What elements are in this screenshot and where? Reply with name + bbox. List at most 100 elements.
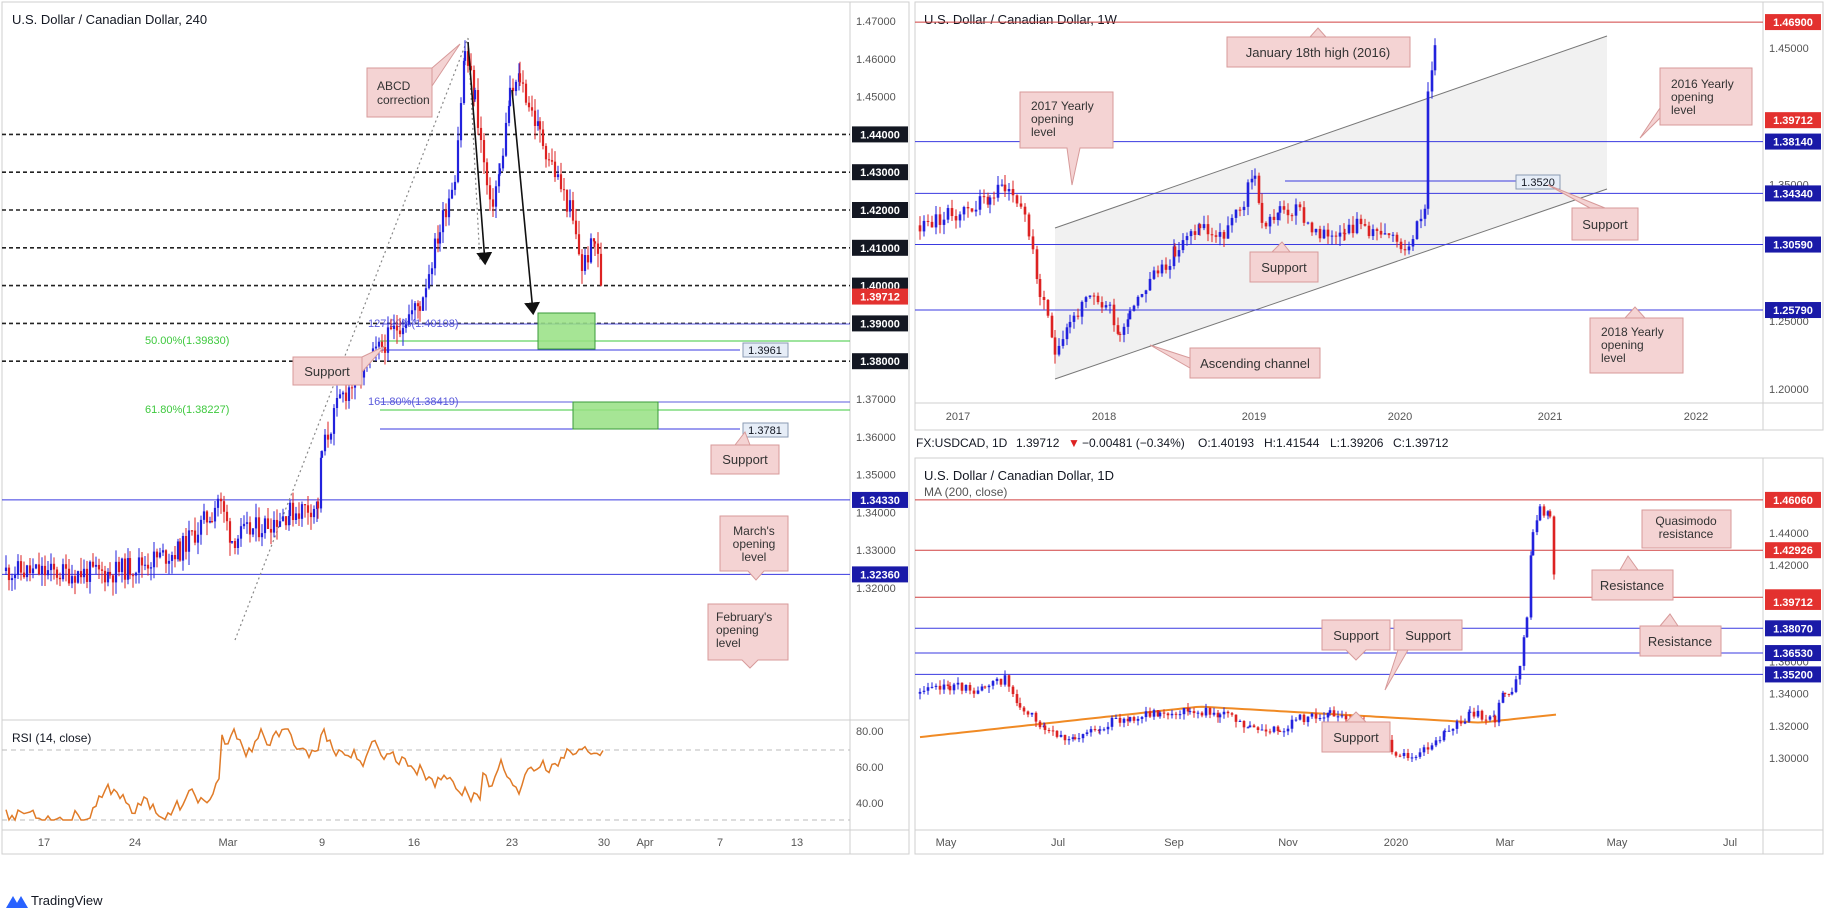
weekly-title: U.S. Dollar / Canadian Dollar, 1W [924,12,1118,27]
h4-candle-body [103,570,107,583]
h4-candle-body [117,561,121,573]
h4-price-tick: 1.47000 [856,16,896,28]
daily-candle-body [1418,752,1422,757]
weekly-time-label: 2021 [1538,411,1562,423]
daily-candle-body [930,686,934,688]
h4-candle-body [10,578,14,581]
daily-candle-body [1122,718,1126,723]
h4-price-tick: 1.45000 [856,92,896,104]
daily-candle-body [1314,713,1318,719]
svg-text:2018 Yearly: 2018 Yearly [1601,325,1664,339]
weekly-candle-body [1076,315,1080,317]
h4-candle-body [146,564,150,569]
annotation-ascending-channel[interactable]: Ascending channel [1149,344,1321,379]
annotation-support-right[interactable]: Support [710,430,780,475]
daily-candle-body [1242,720,1246,728]
daily-candle-body [1493,715,1497,723]
h4-candle-body [501,155,505,169]
h4-candle-body [380,341,384,347]
annotation-support-weekly-right[interactable]: Support [1547,184,1639,241]
h4-candle-body [82,568,86,578]
weekly-candle-body [1383,233,1387,235]
weekly-candle-body [1164,264,1168,270]
h4-candle-body [392,325,396,329]
weekly-candle-body [1096,295,1100,303]
daily-candle-body [1529,555,1533,618]
h4-candle-body [76,571,80,583]
daily-candle-body [1152,710,1156,717]
weekly-price-tag-label: 1.46900 [1773,17,1813,29]
h4-candle-body [488,185,492,200]
annotation-february-opening[interactable]: February's opening level [707,603,789,669]
daily-candle-body [1531,532,1535,556]
abcd-leg-bc [467,37,481,263]
annotation-january-high[interactable]: January 18th high (2016) [1226,27,1411,68]
weekly-candle-body [1226,225,1230,239]
h4-candle-body [52,563,56,570]
weekly-candle-body [1112,304,1116,326]
daily-candle-body [1282,731,1286,733]
annotation-support-daily-3[interactable]: Support [1321,711,1391,753]
h4-candle-body [16,561,20,575]
daily-candle-body [1059,734,1063,737]
annotation-resistance-upper[interactable]: Resistance [1591,555,1674,601]
daily-candle-body [1022,707,1026,712]
annotation-support-daily-1[interactable]: Support [1321,619,1391,661]
daily-candle-body [1467,711,1471,722]
daily-candle-body [1170,713,1174,716]
h4-candle-body [37,564,41,575]
svg-text:March's: March's [733,524,775,538]
svg-text:opening: opening [733,537,776,551]
h4-candle-body [395,325,399,331]
h4-candle-body [444,210,448,218]
h4-candle-body [184,535,188,552]
weekly-price-tag [1765,236,1821,253]
daily-chart-panel[interactable]: U.S. Dollar / Canadian Dollar, 1D MA (20… [914,457,1824,855]
h4-candle-body [530,107,534,111]
h4-candle-body [73,576,77,583]
weekly-candle-body [1326,229,1330,237]
h4-time-label: 30 [598,837,610,849]
daily-price-tag-label: 1.38070 [1773,623,1813,635]
daily-candle-body [1226,711,1230,714]
weekly-candle-body [1363,224,1367,226]
h4-candle-body [398,330,402,335]
h4-buy-zone-upper[interactable] [537,312,596,350]
weekly-candle-body [982,196,986,198]
weekly-candle-body [1430,70,1434,92]
weekly-candle-body [1257,175,1261,203]
h4-levels: 1.440001.430001.420001.410001.400001.397… [2,126,908,583]
daily-candle-body [972,690,976,694]
h4-buy-zone-lower[interactable] [572,401,659,430]
daily-candle-body [1507,693,1511,695]
weekly-candle-body [1177,250,1181,257]
annotation-abcd-correction[interactable]: ABCD correction [366,43,461,118]
h4-candle-body [230,541,234,543]
h4-candle-body [28,565,32,574]
annotation-support-weekly-mid[interactable]: Support [1249,241,1319,283]
daily-candle-body [1443,731,1447,733]
annotation-support-left[interactable]: Support [292,345,386,386]
annotation-2016-yearly[interactable]: 2016 Yearly opening level [1639,67,1753,139]
annotation-march-opening[interactable]: March's opening level [719,515,789,581]
annotation-2017-yearly[interactable]: 2017 Yearly opening level [1019,91,1114,186]
tradingview-logo[interactable]: TradingView [6,893,103,908]
weekly-candle-body [1426,91,1430,209]
weekly-candle-body [1338,232,1342,237]
h4-candle-body [341,392,345,395]
weekly-candle-body [1173,246,1177,257]
daily-candle-body [1007,675,1011,687]
weekly-candle-body [1391,234,1395,236]
annotation-quasimodo-resistance[interactable]: Quasimodo resistance [1641,509,1732,549]
weekly-price-tick: 1.45000 [1769,43,1809,55]
annotation-support-daily-2[interactable]: Support [1384,619,1463,691]
daily-candle-body [1204,707,1208,716]
annotation-resistance-lower[interactable]: Resistance [1639,613,1722,657]
annotation-2018-yearly[interactable]: 2018 Yearly opening level [1589,306,1684,374]
h4-candle-body [589,238,593,263]
weekly-chart-panel[interactable]: U.S. Dollar / Canadian Dollar, 1W 1.4500… [914,1,1824,431]
h4-price-tag [852,202,908,218]
weekly-candle-body [1027,214,1031,237]
h4-chart-panel[interactable]: U.S. Dollar / Canadian Dollar, 240 1.470… [1,1,910,855]
